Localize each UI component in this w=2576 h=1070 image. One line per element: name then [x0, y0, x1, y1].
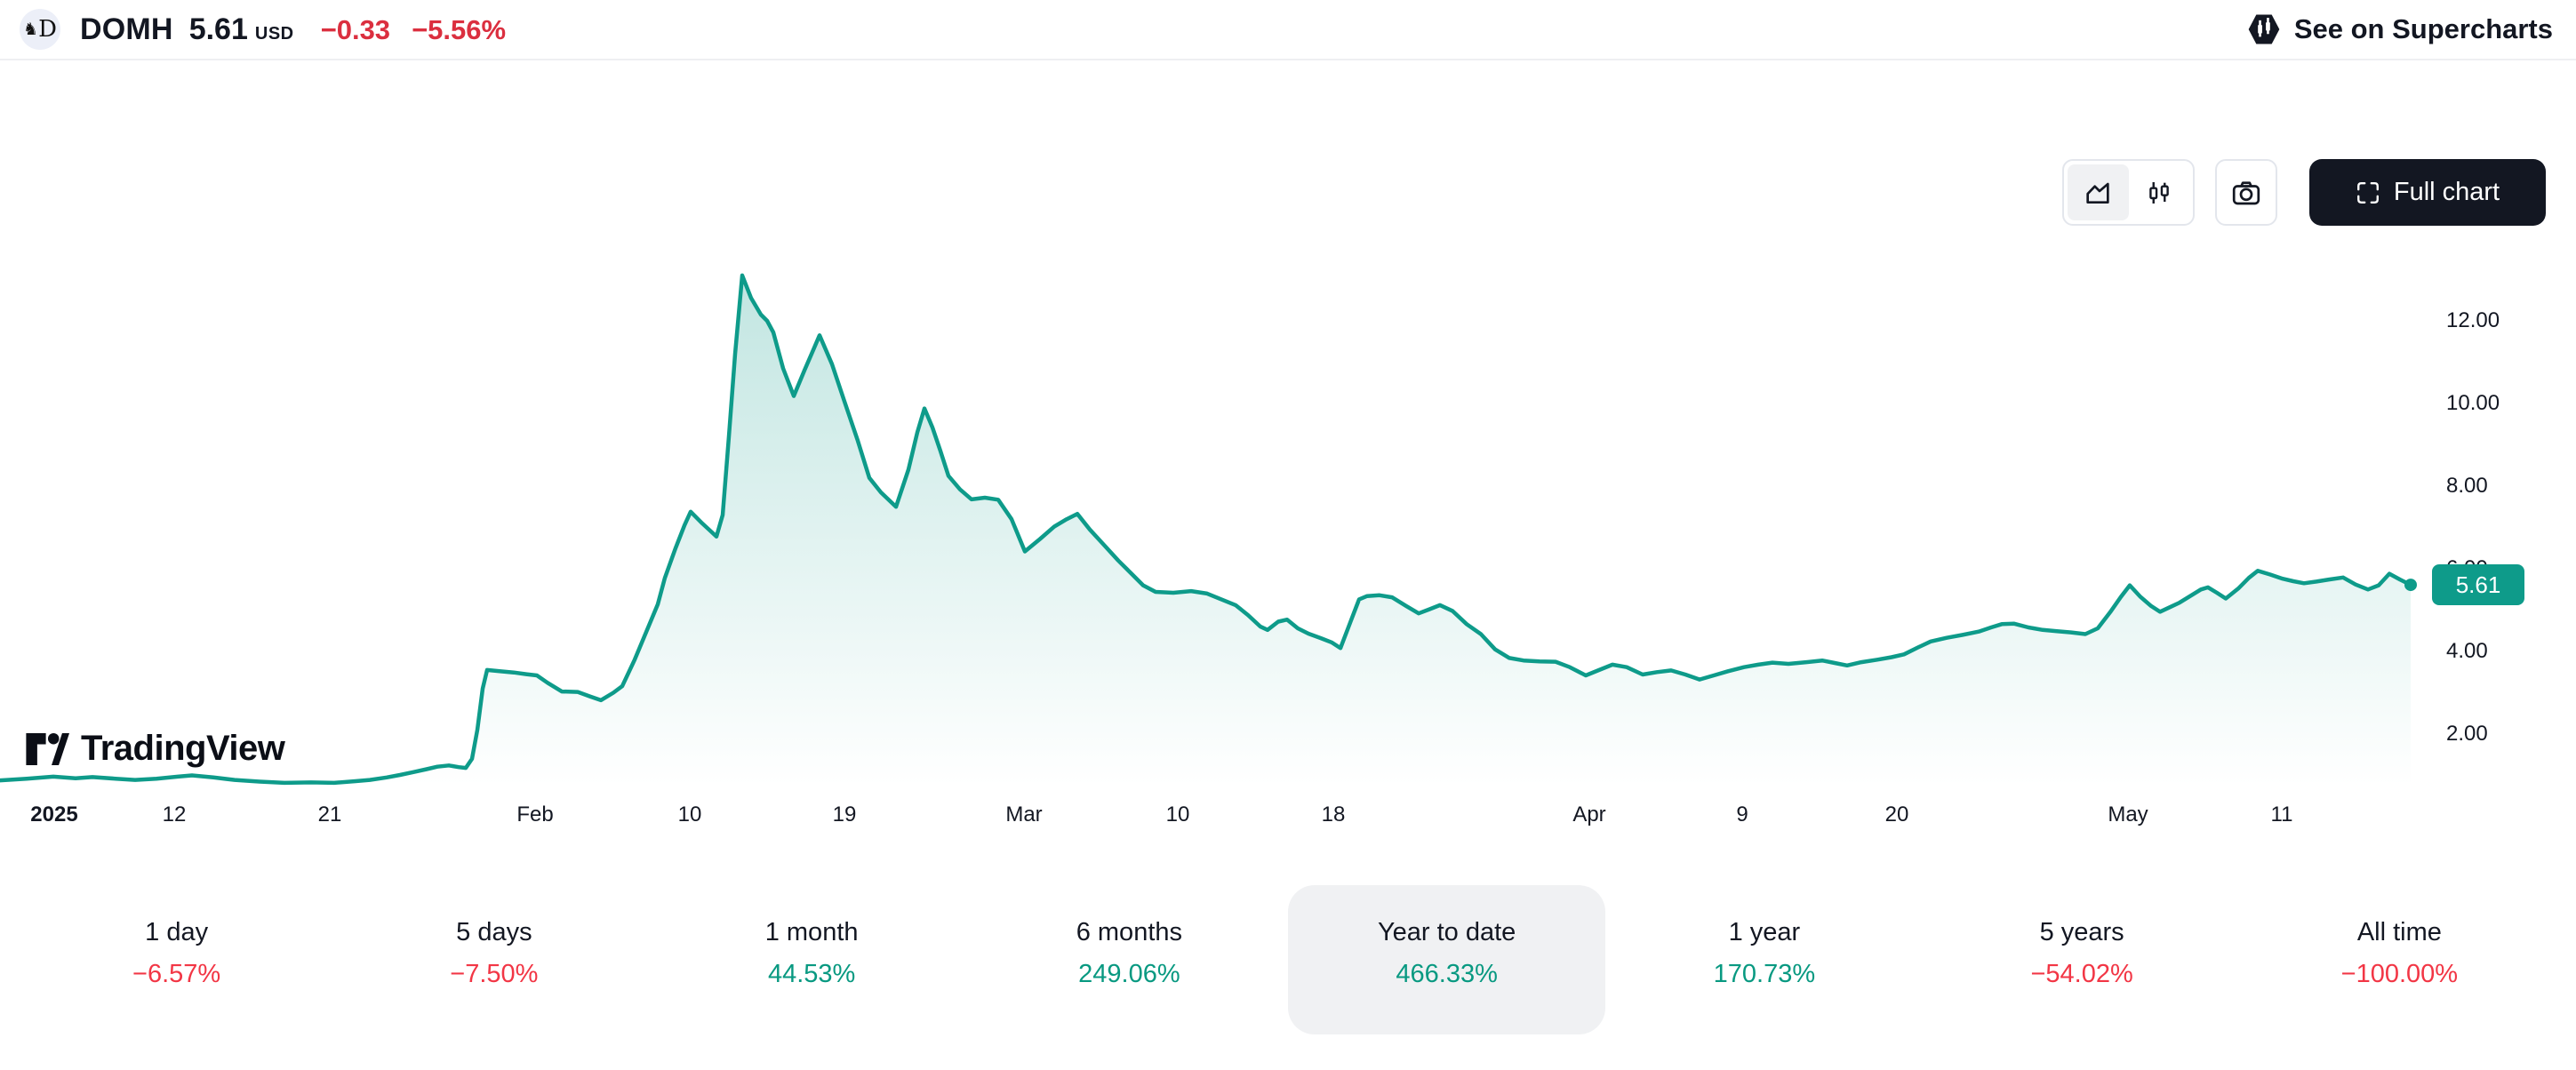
tradingview-attribution-link[interactable]: TradingView	[25, 729, 285, 769]
camera-icon	[2232, 180, 2260, 204]
area-chart-icon	[2086, 182, 2109, 204]
chart-style-toggle	[2062, 159, 2195, 226]
tradingview-logo-icon	[26, 732, 69, 765]
last-price-badge: 5.61	[2432, 564, 2524, 605]
period-button-1-day[interactable]: 1 day −6.57%	[18, 885, 335, 1034]
price-change: −0.33 −5.56%	[321, 14, 506, 46]
period-button-1-month[interactable]: 1 month 44.53%	[653, 885, 971, 1034]
lion-crest-icon: ♞	[23, 20, 39, 39]
symbol-price: 5.61	[188, 12, 248, 46]
period-change-value: 466.33%	[1396, 960, 1498, 988]
period-change-value: −100.00%	[2340, 960, 2459, 988]
chart-price-line	[0, 273, 2413, 786]
supercharts-hexagon-icon	[2248, 14, 2280, 44]
period-button-5-days[interactable]: 5 days −7.50%	[335, 885, 652, 1034]
x-axis-label: 21	[317, 802, 342, 826]
period-button-1-year[interactable]: 1 year 170.73%	[1605, 885, 1923, 1034]
full-chart-button[interactable]: Full chart	[2309, 159, 2546, 226]
period-change-value: 249.06%	[1078, 960, 1180, 988]
period-label: All time	[2356, 918, 2442, 946]
x-axis-label: 2025	[30, 802, 78, 826]
period-change-value: −54.02%	[2030, 960, 2133, 988]
chart-area-fill	[0, 275, 2411, 784]
x-axis-label: 10	[677, 802, 702, 826]
symbol-currency: USD	[254, 23, 294, 44]
x-axis-label: 12	[162, 802, 187, 826]
period-selector: 1 day −6.57% 5 days −7.50% 1 month 44.53% 6 mo…	[18, 885, 2558, 1034]
snapshot-button[interactable]	[2215, 159, 2277, 226]
period-label: Year to date	[1377, 918, 1516, 946]
period-change-value: −7.50%	[450, 960, 539, 988]
x-axis-label: 9	[1736, 802, 1748, 826]
period-change-value: 44.53%	[767, 960, 856, 988]
candles-chart-style-button[interactable]	[2129, 164, 2190, 220]
period-button-all-time[interactable]: All time −100.00%	[2241, 885, 2558, 1034]
symbol-name: DOMH	[80, 12, 173, 46]
full-chart-label: Full chart	[2393, 178, 2500, 206]
x-axis-label: 20	[1884, 802, 1909, 826]
x-axis-label: 18	[1321, 802, 1346, 826]
y-axis-label: 2.00	[2446, 722, 2488, 746]
y-axis-label: 4.00	[2446, 639, 2488, 663]
x-axis-label: Apr	[1572, 802, 1606, 826]
period-change-value: −6.57%	[132, 960, 221, 988]
tradingview-watermark-text: TradingView	[81, 729, 285, 768]
period-label: 1 month	[764, 918, 859, 946]
period-label: 6 months	[1076, 918, 1183, 946]
change-percent: −5.56%	[412, 13, 507, 45]
last-price-dot	[2404, 579, 2417, 592]
x-axis-label: 10	[1165, 802, 1190, 826]
see-on-supercharts-link[interactable]: See on Supercharts	[2245, 11, 2553, 48]
y-axis-label: 8.00	[2446, 474, 2488, 498]
period-change-value: 170.73%	[1713, 960, 1816, 988]
x-axis-label: May	[2108, 802, 2148, 826]
y-axis-label: 10.00	[2446, 391, 2500, 415]
change-absolute: −0.33	[320, 13, 391, 45]
header: ♞ D DOMH 5.61 USD −0.33 −5.56% See on Supe…	[0, 0, 2576, 60]
period-label: 5 days	[456, 918, 532, 946]
period-label: 5 years	[2039, 918, 2124, 946]
x-axis-label: Feb	[516, 802, 554, 826]
period-button-5-years[interactable]: 5 years −54.02%	[1924, 885, 2241, 1034]
area-chart-style-button[interactable]	[2068, 164, 2129, 220]
logo-letter: D	[38, 16, 57, 43]
x-axis-label: 19	[832, 802, 857, 826]
candlestick-icon	[2148, 181, 2169, 204]
period-label: 1 day	[145, 918, 209, 946]
supercharts-label: See on Supercharts	[2293, 13, 2553, 44]
x-axis-label: Mar	[1005, 802, 1043, 826]
fullscreen-expand-icon	[2356, 181, 2379, 204]
period-button-6-months[interactable]: 6 months 249.06%	[971, 885, 1288, 1034]
period-button-year-to-date[interactable]: Year to date 466.33%	[1288, 885, 1606, 1034]
y-axis-label: 12.00	[2446, 308, 2500, 332]
symbol-summary: DOMH 5.61 USD −0.33 −5.56%	[80, 12, 506, 47]
x-axis-label: 11	[2270, 802, 2293, 826]
period-label: 1 year	[1728, 918, 1801, 946]
symbol-logo: ♞ D	[20, 9, 60, 50]
